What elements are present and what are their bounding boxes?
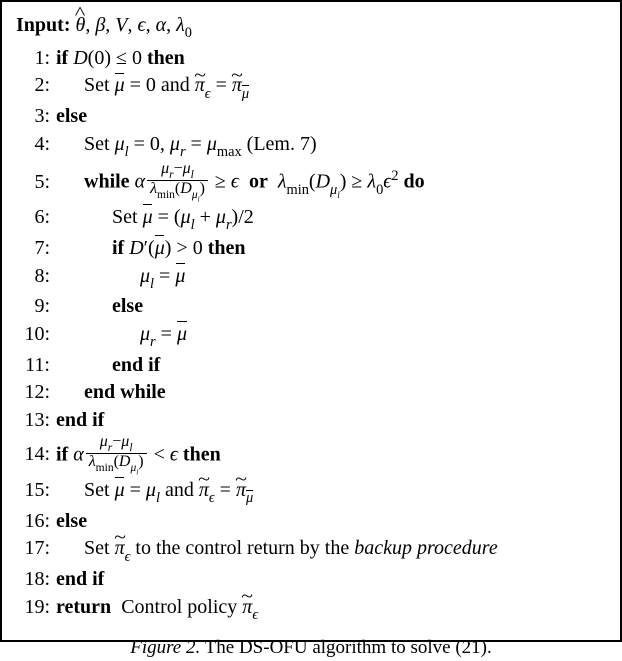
line-number: 7: (16, 235, 56, 263)
algo-line: 17:Set πϵ to the control return by the b… (16, 535, 606, 566)
figure-caption: Figure 2. The DS-OFU algorithm to solve … (16, 635, 606, 661)
line-code: Set μ = 0 and πϵ = πμ (56, 72, 606, 103)
algo-line: 7:if D′(μ) > 0 then (16, 235, 606, 263)
line-number: 11: (16, 352, 56, 380)
line-code: if D(0) ≤ 0 then (56, 45, 606, 73)
line-number: 17: (16, 535, 56, 563)
algo-line: 19:return Control policy πϵ (16, 594, 606, 625)
line-code: if D′(μ) > 0 then (56, 235, 606, 263)
line-code: else (56, 508, 606, 536)
algo-line: 2:Set μ = 0 and πϵ = πμ (16, 72, 606, 103)
algo-line: 16:else (16, 508, 606, 536)
line-number: 14: (16, 441, 56, 469)
algorithm-body: 1:if D(0) ≤ 0 then2:Set μ = 0 and πϵ = π… (16, 45, 606, 625)
line-number: 15: (16, 477, 56, 505)
line-code: Set μ = (μl + μr)/2 (56, 204, 606, 235)
line-code: end if (56, 352, 606, 380)
line-code: while αμr−μlλmin(Dμl) ≥ ϵ or λmin(Dμl) ≥… (56, 162, 606, 204)
line-number: 8: (16, 263, 56, 291)
line-code: end if (56, 407, 606, 435)
algo-line: 13:end if (16, 407, 606, 435)
line-number: 18: (16, 566, 56, 594)
algo-line: 11:end if (16, 352, 606, 380)
line-code: μl = μ (56, 263, 606, 294)
caption-figlabel: Figure 2. (130, 637, 200, 658)
line-number: 2: (16, 72, 56, 100)
line-code: μr = μ (56, 321, 606, 352)
line-number: 1: (16, 45, 56, 73)
algo-line: 12:end while (16, 379, 606, 407)
line-code: else (56, 293, 606, 321)
algo-line: 18:end if (16, 566, 606, 594)
line-code: else (56, 103, 606, 131)
algo-line: 4:Set μl = 0, μr = μmax (Lem. 7) (16, 131, 606, 162)
line-code: end if (56, 566, 606, 594)
algo-line: 15:Set μ = μl and πϵ = πμ (16, 477, 606, 508)
line-code: Set μl = 0, μr = μmax (Lem. 7) (56, 131, 606, 162)
line-code: Set πϵ to the control return by the back… (56, 535, 606, 566)
line-code: if αμr−μlλmin(Dμl) < ϵ then (56, 435, 606, 477)
algo-line: 6:Set μ = (μl + μr)/2 (16, 204, 606, 235)
line-number: 16: (16, 508, 56, 536)
algo-line: 10:μr = μ (16, 321, 606, 352)
algo-line: 3:else (16, 103, 606, 131)
algorithm-box: Input: θ, β, V, ϵ, α, λ0 1:if D(0) ≤ 0 t… (0, 0, 622, 642)
input-line: Input: θ, β, V, ϵ, α, λ0 (16, 12, 606, 43)
line-code: Set μ = μl and πϵ = πμ (56, 477, 606, 508)
caption-text: The DS-OFU algorithm to solve (21). (205, 637, 492, 658)
input-params: θ, β, V, ϵ, α, λ0 (75, 14, 191, 36)
line-code: end while (56, 379, 606, 407)
algo-line: 1:if D(0) ≤ 0 then (16, 45, 606, 73)
line-number: 19: (16, 594, 56, 622)
line-number: 4: (16, 131, 56, 159)
line-number: 6: (16, 204, 56, 232)
line-number: 5: (16, 169, 56, 197)
algo-line: 9:else (16, 293, 606, 321)
line-code: return Control policy πϵ (56, 594, 606, 625)
line-number: 3: (16, 103, 56, 131)
line-number: 10: (16, 321, 56, 349)
algo-line: 5:while αμr−μlλmin(Dμl) ≥ ϵ or λmin(Dμl)… (16, 162, 606, 204)
input-label: Input: (16, 14, 70, 36)
algo-line: 8:μl = μ (16, 263, 606, 294)
line-number: 9: (16, 293, 56, 321)
algo-line: 14:if αμr−μlλmin(Dμl) < ϵ then (16, 435, 606, 477)
line-number: 12: (16, 379, 56, 407)
line-number: 13: (16, 407, 56, 435)
